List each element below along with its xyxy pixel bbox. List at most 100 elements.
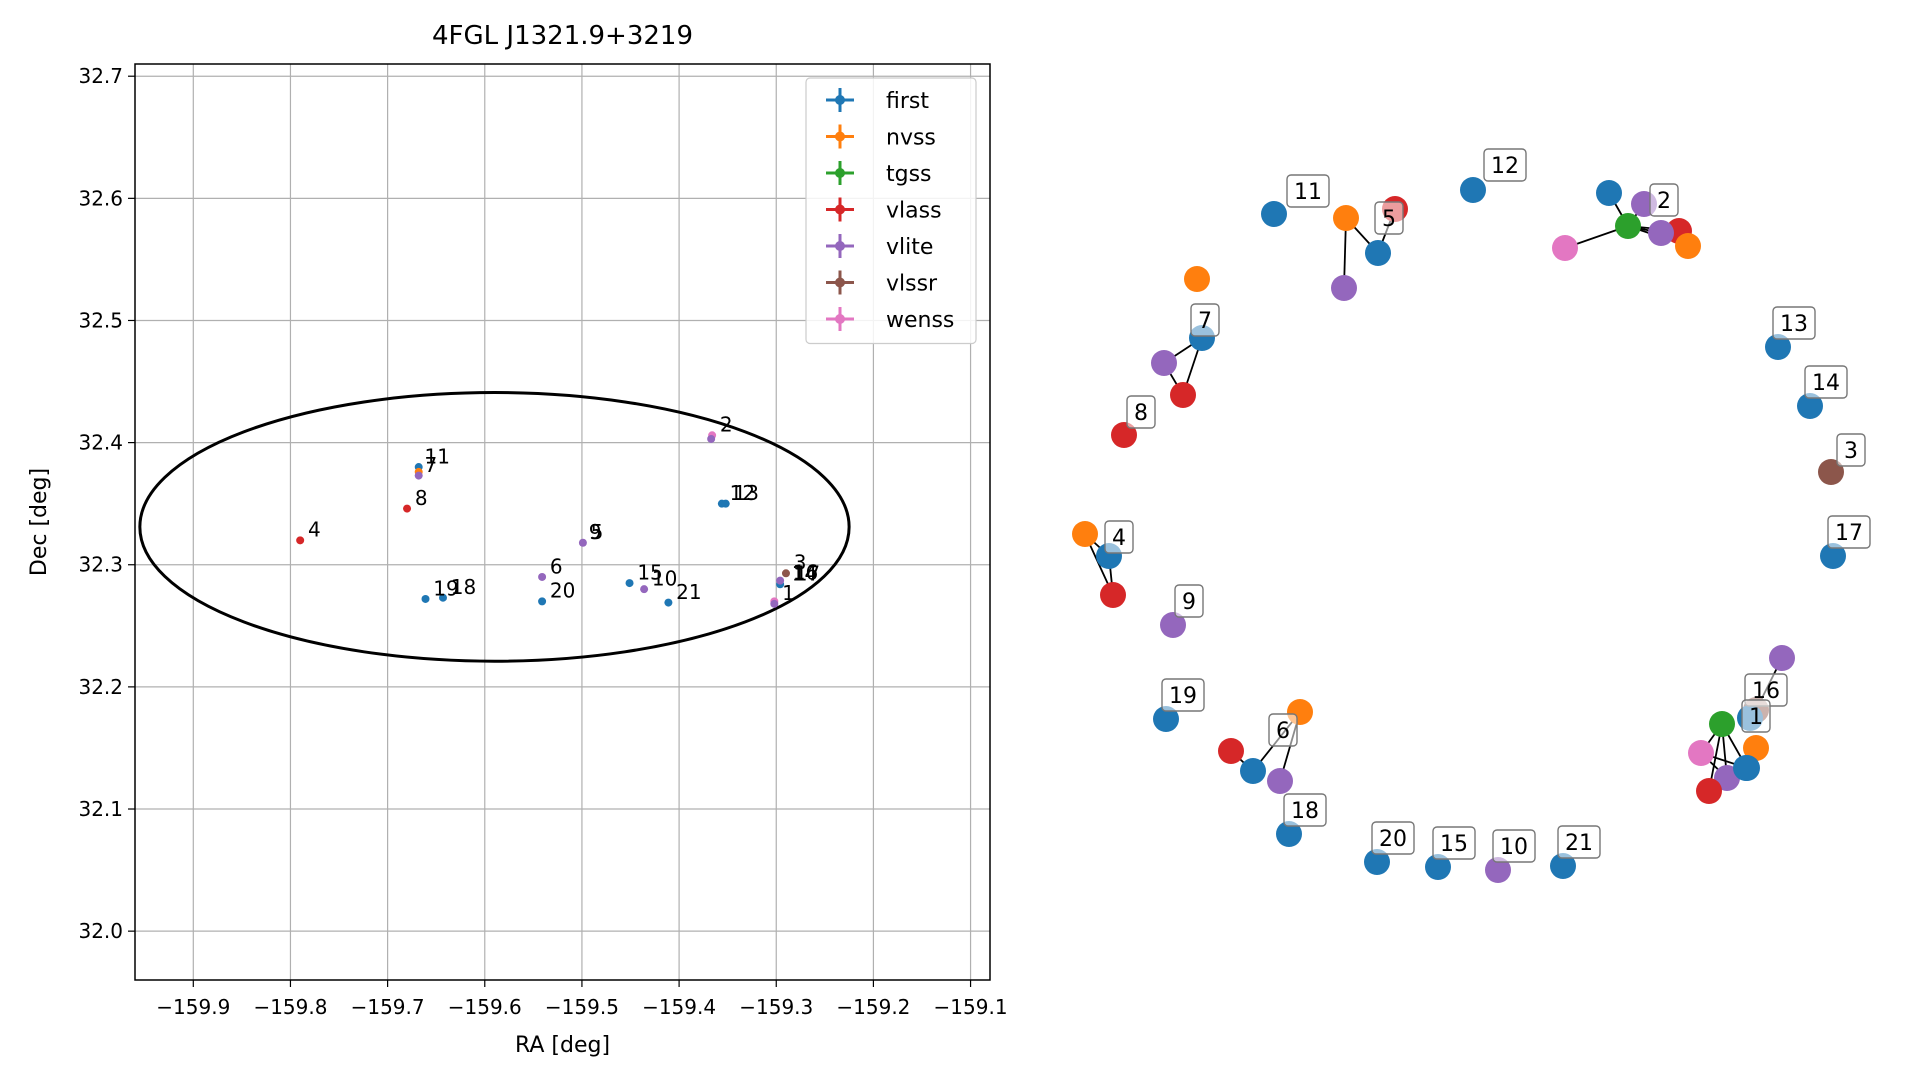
y-tick-label: 32.1 xyxy=(78,797,123,821)
point-label: 8 xyxy=(415,486,428,510)
network-node-wenss xyxy=(1688,740,1714,766)
y-tick-label: 32.7 xyxy=(78,64,123,88)
network-node-vlite xyxy=(1648,220,1674,246)
data-points xyxy=(296,431,790,608)
point-label: 20 xyxy=(550,579,575,603)
network-node-first xyxy=(1550,853,1576,879)
point-label: 19 xyxy=(433,576,458,600)
network-node-wenss xyxy=(1552,235,1578,261)
network-node-first xyxy=(1797,393,1823,419)
network-node-nvss xyxy=(1675,233,1701,259)
point-vlssr xyxy=(781,569,790,578)
network-label-box xyxy=(1432,826,1476,860)
network-label-box xyxy=(1741,699,1771,733)
network-node-vlite xyxy=(1267,768,1293,794)
point-vlass xyxy=(403,504,412,513)
network-label: 1 xyxy=(1749,705,1763,730)
network-label-box xyxy=(1772,306,1816,340)
point-first xyxy=(625,579,634,588)
network-label: 12 xyxy=(1491,154,1519,179)
network-label-box xyxy=(1190,303,1220,337)
network-node-first xyxy=(1820,543,1846,569)
grid-lines xyxy=(135,64,990,980)
legend-label: vlssr xyxy=(886,272,938,297)
network-label-box xyxy=(1174,584,1204,618)
network-label-box xyxy=(1836,433,1866,467)
legend-label: first xyxy=(886,89,929,114)
network-label-box xyxy=(1126,395,1156,429)
point-vlite xyxy=(770,599,779,608)
point-vlite xyxy=(538,572,547,581)
legend-marker-dot xyxy=(835,241,845,251)
network-label: 7 xyxy=(1198,309,1212,334)
legend-label: wenss xyxy=(886,308,954,333)
point-vlite xyxy=(414,471,423,480)
point-label: 11 xyxy=(425,444,450,468)
network-node-nvss xyxy=(1743,735,1769,761)
point-label: 17 xyxy=(795,562,820,586)
network-label-box xyxy=(1161,678,1205,712)
point-label: 15 xyxy=(637,560,662,584)
network-label-box xyxy=(1649,183,1679,217)
point-label: 13 xyxy=(734,481,759,505)
legend-marker-dot xyxy=(835,95,845,105)
y-tick-label: 32.6 xyxy=(78,186,123,210)
network-node-first xyxy=(1765,334,1791,360)
network-label: 10 xyxy=(1500,835,1528,860)
network-node-vlass xyxy=(1696,778,1722,804)
network-label: 15 xyxy=(1440,832,1468,857)
legend-marker-dot xyxy=(835,314,845,324)
network-node-first xyxy=(1596,180,1622,206)
point-vlite xyxy=(707,434,716,443)
point-label: 16 xyxy=(793,560,818,584)
network-label: 13 xyxy=(1780,312,1808,337)
network-node-tgss xyxy=(1615,213,1641,239)
x-tick-label: −159.7 xyxy=(351,995,425,1019)
y-tick-label: 32.2 xyxy=(78,675,123,699)
network-node-vlite xyxy=(1160,612,1186,638)
x-tick-label: −159.8 xyxy=(253,995,327,1019)
point-vlite xyxy=(640,585,649,594)
y-axis-label: Dec [deg] xyxy=(27,468,52,576)
x-tick-label: −159.6 xyxy=(448,995,522,1019)
point-first xyxy=(664,598,673,607)
network-node-nvss xyxy=(1184,266,1210,292)
legend-box xyxy=(805,77,977,345)
y-tick-label: 32.5 xyxy=(78,308,123,332)
network-label-box xyxy=(1804,365,1848,399)
network-label-box xyxy=(1268,713,1298,747)
legend-marker-dot xyxy=(835,131,845,142)
network-node-first xyxy=(1261,201,1287,227)
network-label-box xyxy=(1492,829,1536,863)
network-label: 2 xyxy=(1657,189,1671,214)
point-label: 7 xyxy=(425,453,438,477)
point-vlite xyxy=(578,538,587,547)
point-first xyxy=(438,593,447,602)
point-label: 6 xyxy=(550,554,563,578)
point-label: 10 xyxy=(652,567,677,591)
plot-frame xyxy=(134,63,991,981)
x-tick-label: −159.9 xyxy=(156,995,230,1019)
point-label: 18 xyxy=(451,575,476,599)
network-label-box xyxy=(1483,148,1527,182)
point-label: 2 xyxy=(720,413,733,437)
network-node-vlass xyxy=(1170,382,1196,408)
legend-label: vlite xyxy=(886,235,933,260)
network-label: 21 xyxy=(1565,831,1593,856)
legend-label: nvss xyxy=(886,126,936,151)
network-label: 6 xyxy=(1276,719,1290,744)
network-node-vlite xyxy=(1769,645,1795,671)
network-node-vlssr xyxy=(1818,459,1844,485)
network-nodes xyxy=(1072,177,1846,883)
y-tick-label: 32.4 xyxy=(78,431,123,455)
point-first xyxy=(421,594,430,603)
network-label: 3 xyxy=(1844,439,1858,464)
network-label: 4 xyxy=(1112,526,1126,551)
x-tick-label: −159.2 xyxy=(836,995,910,1019)
point-vlite xyxy=(776,576,785,585)
point-label: 4 xyxy=(308,518,321,542)
y-tick-label: 32.3 xyxy=(78,553,123,577)
x-axis-ticks: −159.9 −159.8 −159.7 −159.6 −159.5 −159.4 −159… xyxy=(156,980,1008,1019)
